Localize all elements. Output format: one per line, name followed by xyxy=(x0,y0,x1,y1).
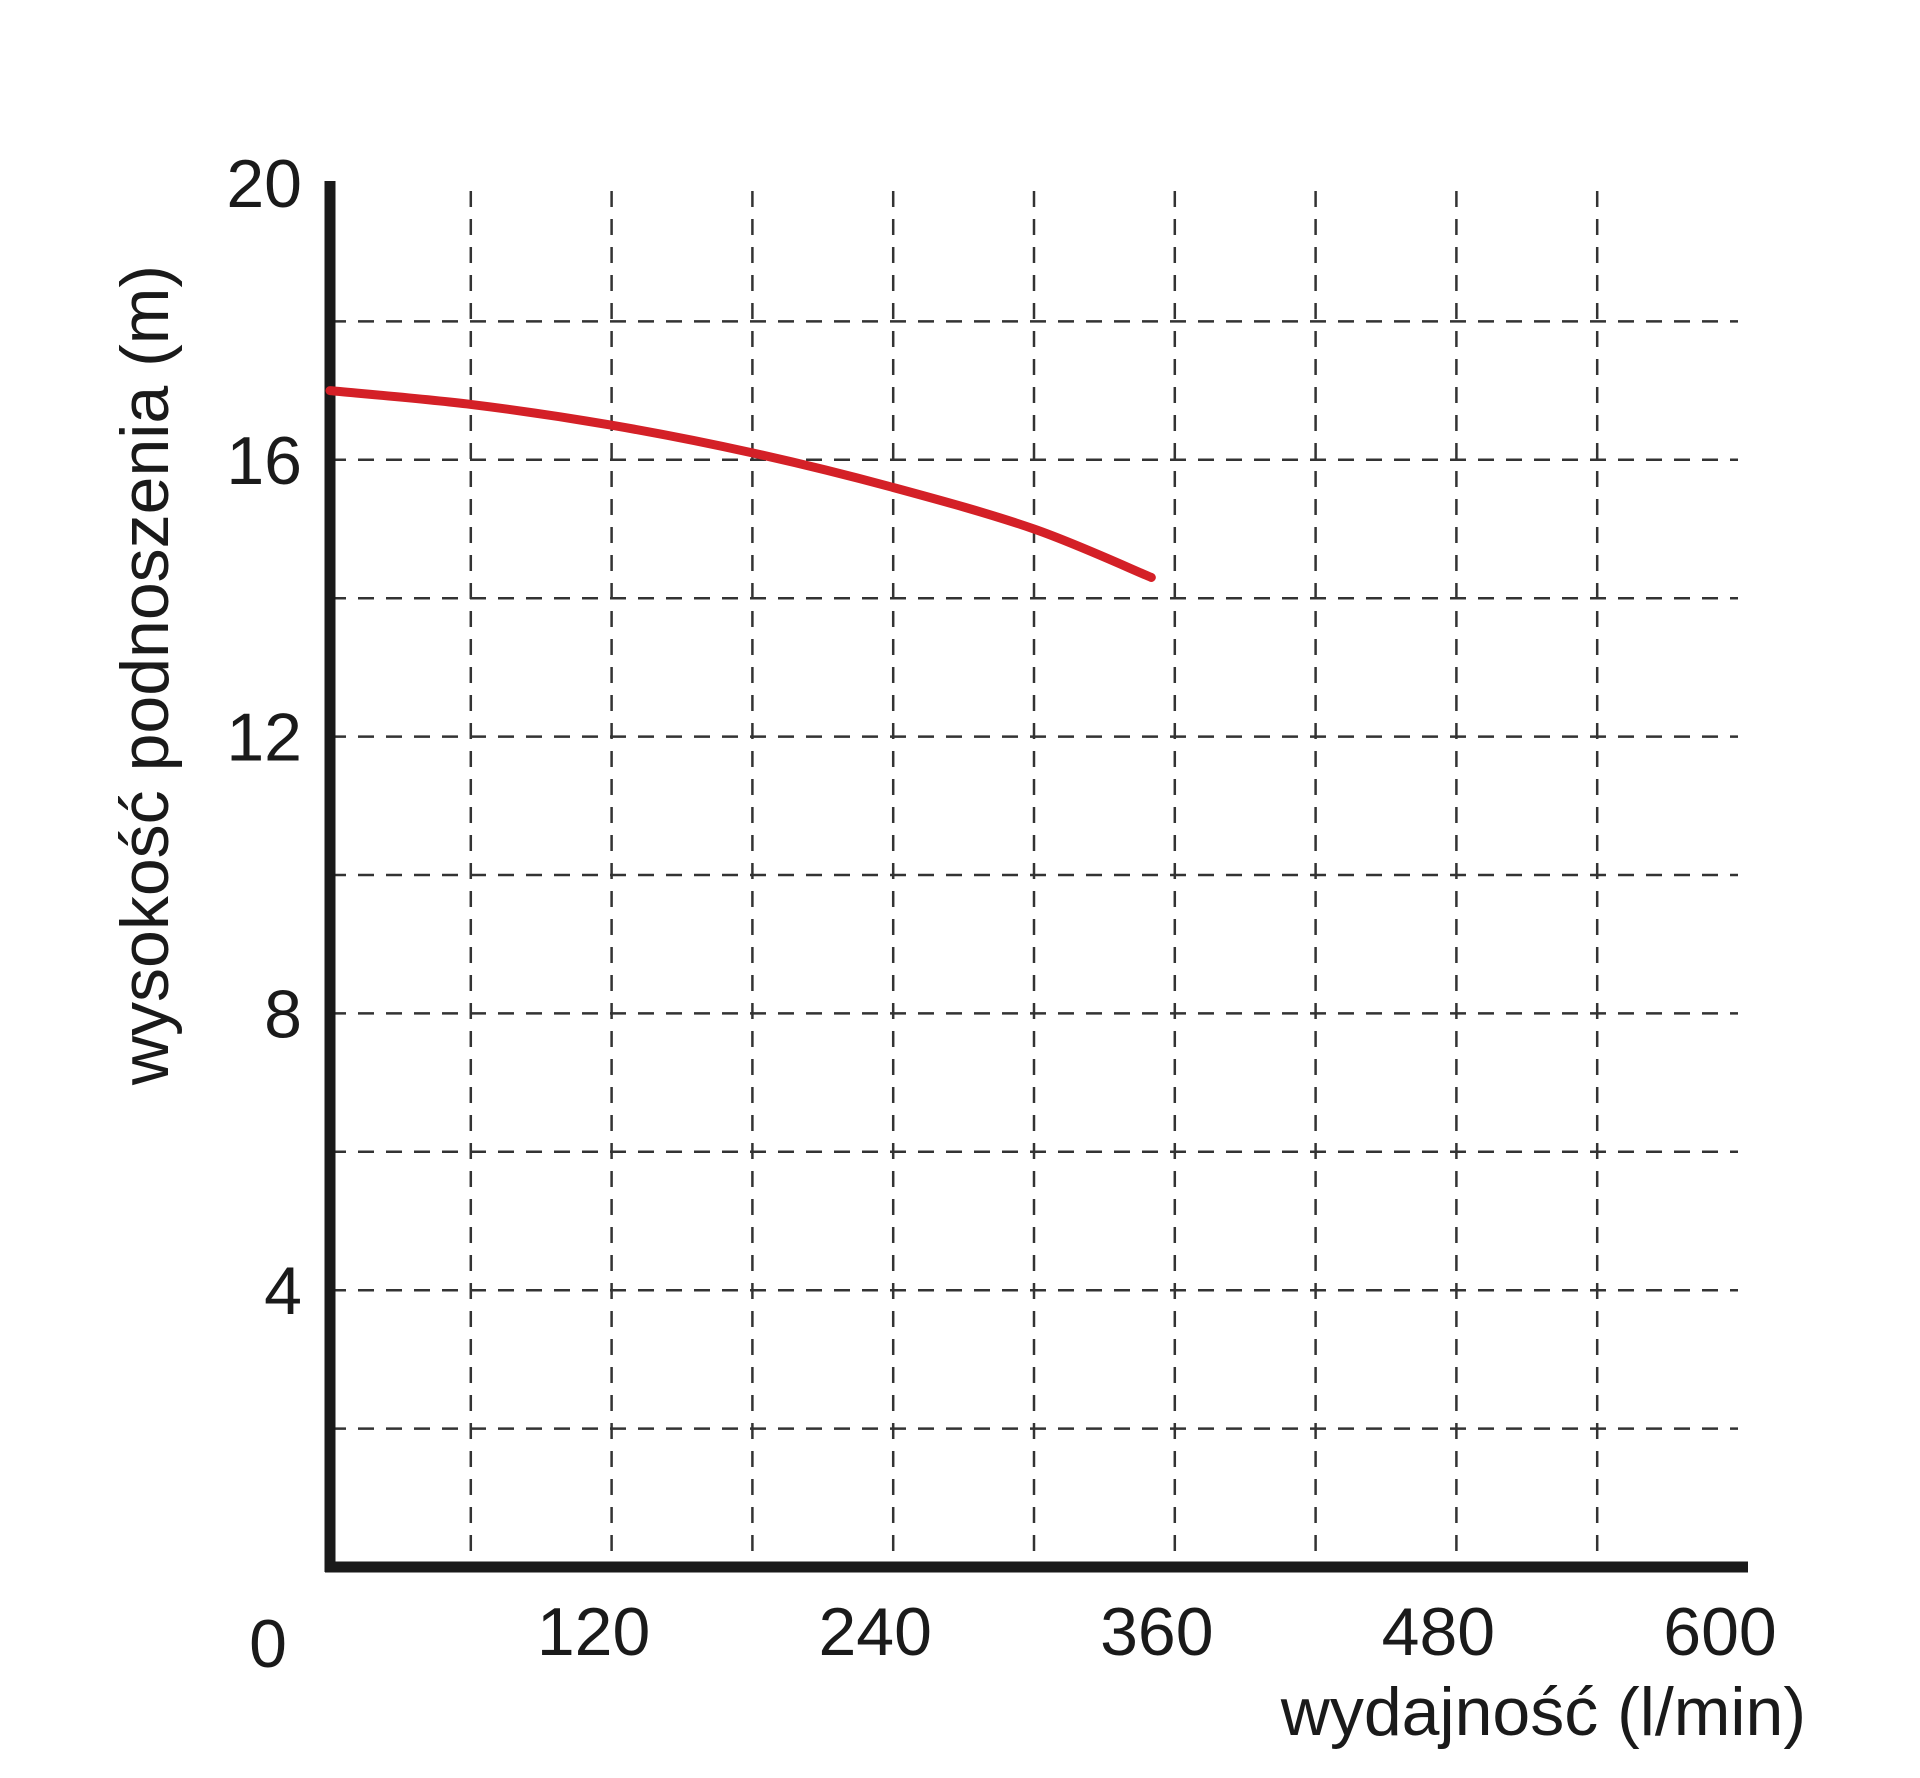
performance-curve xyxy=(325,386,1156,582)
x-axis-title: wydajność (l/min) xyxy=(1280,1674,1806,1750)
y-axis-title: wysokość podnoszenia (m) xyxy=(107,265,183,1086)
grid xyxy=(330,191,1738,1567)
x-tick-label: 360 xyxy=(1100,1594,1213,1670)
x-tick-label: 0 xyxy=(249,1606,287,1682)
y-tick-label: 4 xyxy=(264,1253,302,1329)
axes xyxy=(324,181,1748,1573)
y-tick-label: 20 xyxy=(226,146,302,222)
y-tick-label: 12 xyxy=(226,700,302,776)
tick-labels: 4 8 12 16 20 0 120 240 360 480 600 xyxy=(226,146,1776,1682)
series-layer xyxy=(325,386,1156,582)
x-tick-label: 600 xyxy=(1663,1594,1776,1670)
x-tick-label: 120 xyxy=(537,1594,650,1670)
y-tick-label: 8 xyxy=(264,976,302,1052)
x-tick-label: 480 xyxy=(1382,1594,1495,1670)
x-tick-label: 240 xyxy=(818,1594,931,1670)
y-tick-label: 16 xyxy=(226,423,302,499)
